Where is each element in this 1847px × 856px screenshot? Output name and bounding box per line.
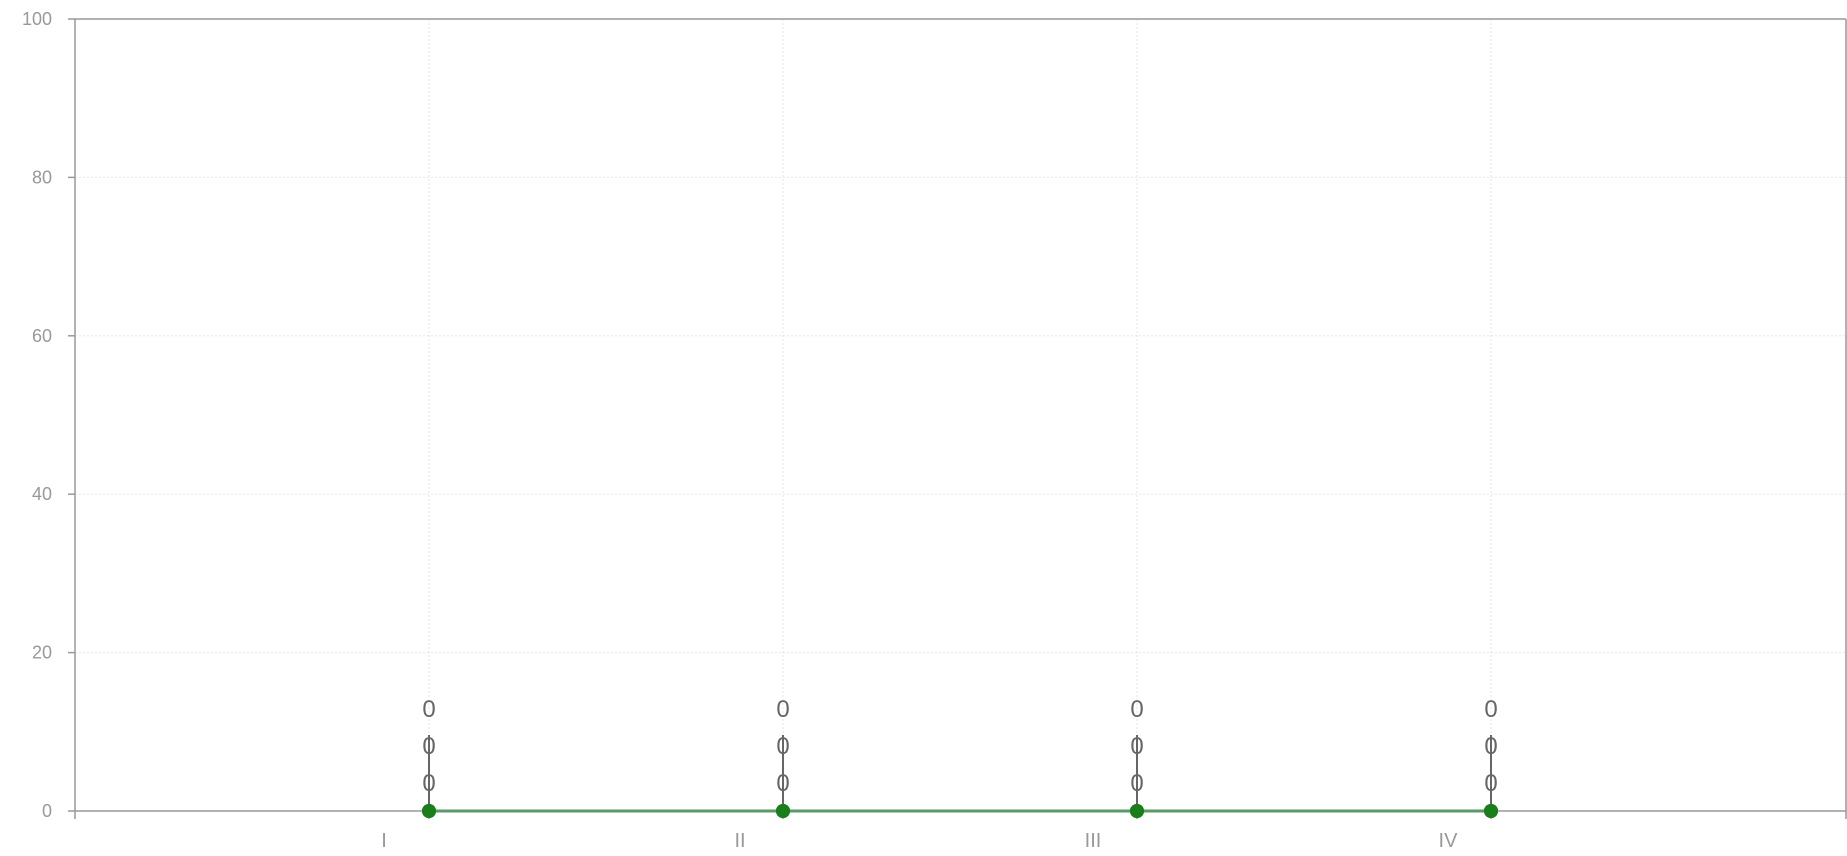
x-tick-label: II [734,830,745,852]
data-point [776,804,790,818]
data-label: 0 [1130,733,1143,760]
data-label-layer: 0 0 0 0 0 0 0 0 0 0 0 0 [422,696,1497,797]
y-tick-label: 20 [32,643,52,663]
series-layer [422,735,1498,818]
data-label: 0 [422,733,435,760]
y-tick-label: 40 [32,484,52,504]
data-label: 0 [422,770,435,797]
data-point [422,804,436,818]
data-label: 0 [1130,770,1143,797]
data-label: 0 [1484,770,1497,797]
data-label: 0 [776,770,789,797]
data-label: 0 [1484,696,1497,723]
y-tick-label: 100 [22,9,52,29]
grid-layer [75,18,1846,811]
x-tick-label: I [381,830,387,852]
y-tick-label: 80 [32,167,52,187]
data-label: 0 [422,696,435,723]
data-point [1484,804,1498,818]
data-label: 0 [776,733,789,760]
x-tick-label: IV [1439,830,1459,852]
data-label: 0 [776,696,789,723]
data-label: 0 [1484,733,1497,760]
y-tick-label: 60 [32,326,52,346]
data-label: 0 [1130,696,1143,723]
data-point [1130,804,1144,818]
y-tick-label: 0 [42,801,52,821]
x-tick-label: III [1085,830,1102,852]
